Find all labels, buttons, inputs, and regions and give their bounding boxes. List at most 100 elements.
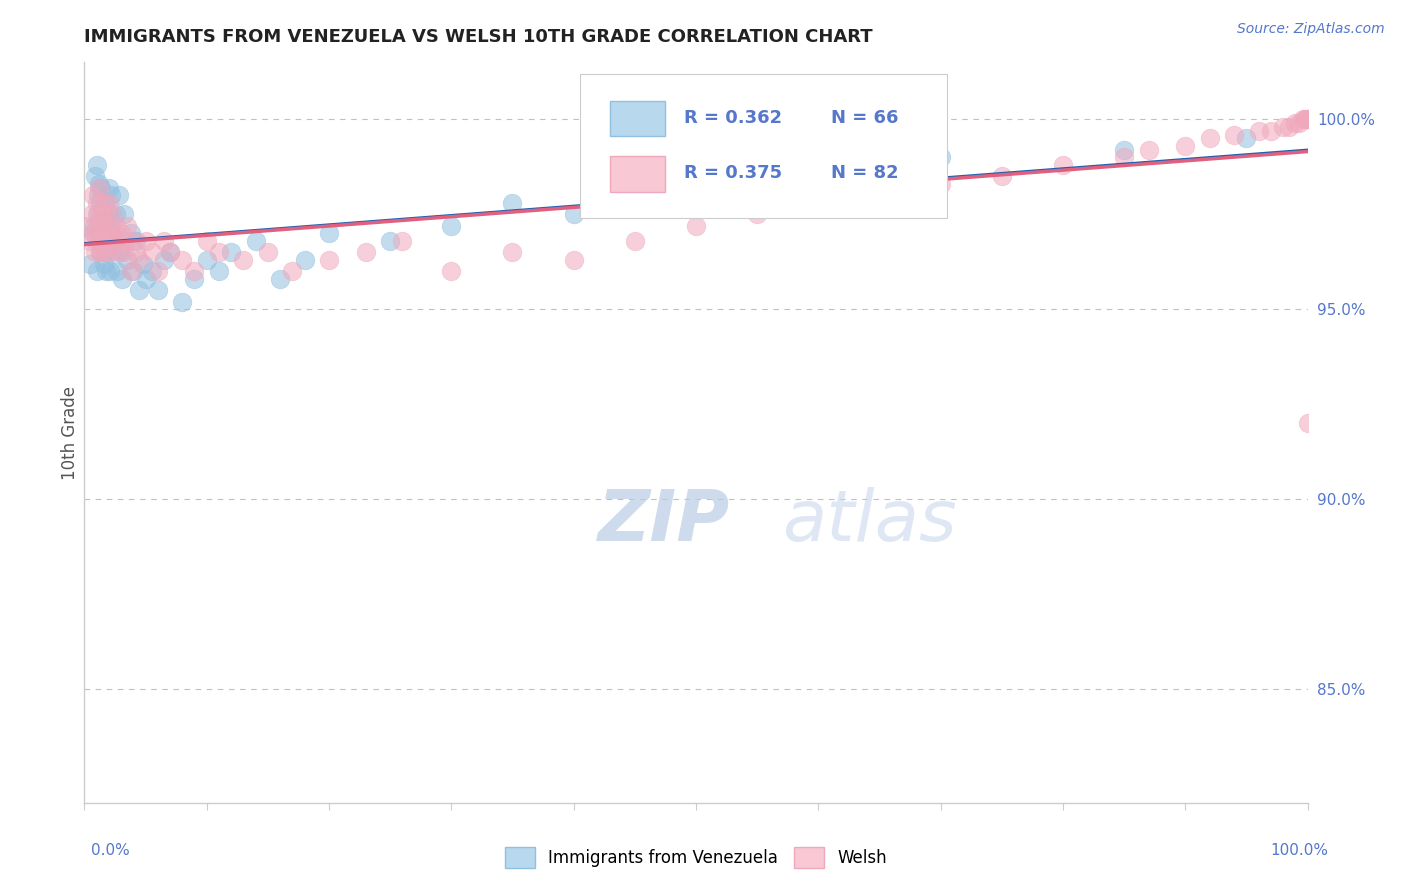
FancyBboxPatch shape bbox=[610, 101, 665, 136]
Point bbox=[115, 252, 138, 267]
Point bbox=[294, 252, 316, 267]
Point bbox=[172, 294, 194, 309]
Point bbox=[257, 245, 280, 260]
Text: IMMIGRANTS FROM VENEZUELA VS WELSH 10TH GRADE CORRELATION CHART: IMMIGRANTS FROM VENEZUELA VS WELSH 10TH … bbox=[84, 28, 873, 45]
Point bbox=[1295, 112, 1317, 127]
Point bbox=[97, 207, 120, 221]
Point bbox=[94, 245, 117, 260]
Point bbox=[90, 180, 112, 194]
Point bbox=[93, 257, 115, 271]
Point bbox=[1296, 112, 1319, 127]
Point bbox=[77, 219, 100, 233]
Point bbox=[1247, 124, 1270, 138]
Point bbox=[93, 195, 115, 210]
Point bbox=[120, 264, 142, 278]
Point bbox=[1284, 116, 1306, 130]
Point bbox=[100, 188, 122, 202]
Point bbox=[562, 207, 585, 221]
Point bbox=[87, 188, 110, 202]
Point bbox=[112, 245, 135, 260]
Point bbox=[1223, 128, 1246, 142]
Point bbox=[84, 169, 107, 184]
Point bbox=[141, 245, 163, 260]
Point bbox=[101, 227, 124, 241]
Point bbox=[90, 234, 112, 248]
Point bbox=[93, 227, 115, 241]
Point bbox=[1114, 143, 1136, 157]
Point bbox=[1296, 112, 1319, 127]
Point bbox=[91, 234, 114, 248]
Point bbox=[1114, 150, 1136, 164]
Point bbox=[89, 195, 111, 210]
Text: N = 66: N = 66 bbox=[831, 109, 898, 127]
Point bbox=[624, 234, 647, 248]
Point bbox=[281, 264, 304, 278]
Point bbox=[1236, 131, 1258, 145]
Text: N = 82: N = 82 bbox=[831, 164, 898, 183]
Point bbox=[86, 264, 108, 278]
Point bbox=[159, 245, 181, 260]
Text: ZIP: ZIP bbox=[598, 487, 730, 556]
Point bbox=[195, 252, 218, 267]
Point bbox=[90, 207, 112, 221]
Point bbox=[115, 219, 138, 233]
Point bbox=[991, 169, 1014, 184]
Point bbox=[122, 234, 145, 248]
Point bbox=[354, 245, 377, 260]
Point bbox=[1278, 120, 1301, 134]
Point bbox=[195, 234, 218, 248]
Point bbox=[82, 227, 104, 241]
Point bbox=[89, 245, 111, 260]
Point bbox=[183, 264, 205, 278]
Point bbox=[101, 245, 124, 260]
Text: R = 0.362: R = 0.362 bbox=[683, 109, 782, 127]
Point bbox=[146, 264, 169, 278]
Point bbox=[83, 219, 105, 233]
Point bbox=[87, 227, 110, 241]
Point bbox=[91, 207, 114, 221]
Point bbox=[89, 227, 111, 241]
Point bbox=[90, 222, 112, 236]
Point bbox=[87, 234, 110, 248]
Point bbox=[1174, 139, 1197, 153]
Point bbox=[101, 207, 124, 221]
Point bbox=[208, 245, 231, 260]
Point bbox=[86, 158, 108, 172]
Point bbox=[89, 245, 111, 260]
Point bbox=[96, 211, 118, 226]
Point bbox=[318, 227, 340, 241]
Point bbox=[1288, 116, 1310, 130]
Point bbox=[1294, 112, 1316, 127]
Point bbox=[807, 169, 830, 184]
Point bbox=[86, 195, 108, 210]
Point bbox=[153, 252, 176, 267]
Point bbox=[146, 283, 169, 297]
Point bbox=[125, 234, 148, 248]
Text: 0.0%: 0.0% bbox=[91, 843, 131, 858]
Point bbox=[1137, 143, 1160, 157]
Point bbox=[135, 234, 157, 248]
Point bbox=[98, 227, 121, 241]
Point bbox=[125, 245, 148, 260]
Point bbox=[153, 234, 176, 248]
Point bbox=[97, 180, 120, 194]
Point bbox=[869, 188, 891, 202]
Legend: Immigrants from Venezuela, Welsh: Immigrants from Venezuela, Welsh bbox=[496, 838, 896, 876]
Point bbox=[929, 150, 952, 164]
Point bbox=[84, 245, 107, 260]
Point bbox=[502, 195, 524, 210]
Point bbox=[1292, 112, 1315, 127]
Point bbox=[380, 234, 402, 248]
Point bbox=[232, 252, 254, 267]
Point bbox=[105, 264, 128, 278]
Point bbox=[172, 252, 194, 267]
Point bbox=[502, 245, 524, 260]
Point bbox=[128, 283, 150, 297]
Point bbox=[807, 195, 830, 210]
Point bbox=[1052, 158, 1074, 172]
Point bbox=[183, 272, 205, 286]
Point bbox=[97, 245, 120, 260]
Point bbox=[562, 252, 585, 267]
Point bbox=[104, 234, 127, 248]
Point bbox=[100, 234, 122, 248]
